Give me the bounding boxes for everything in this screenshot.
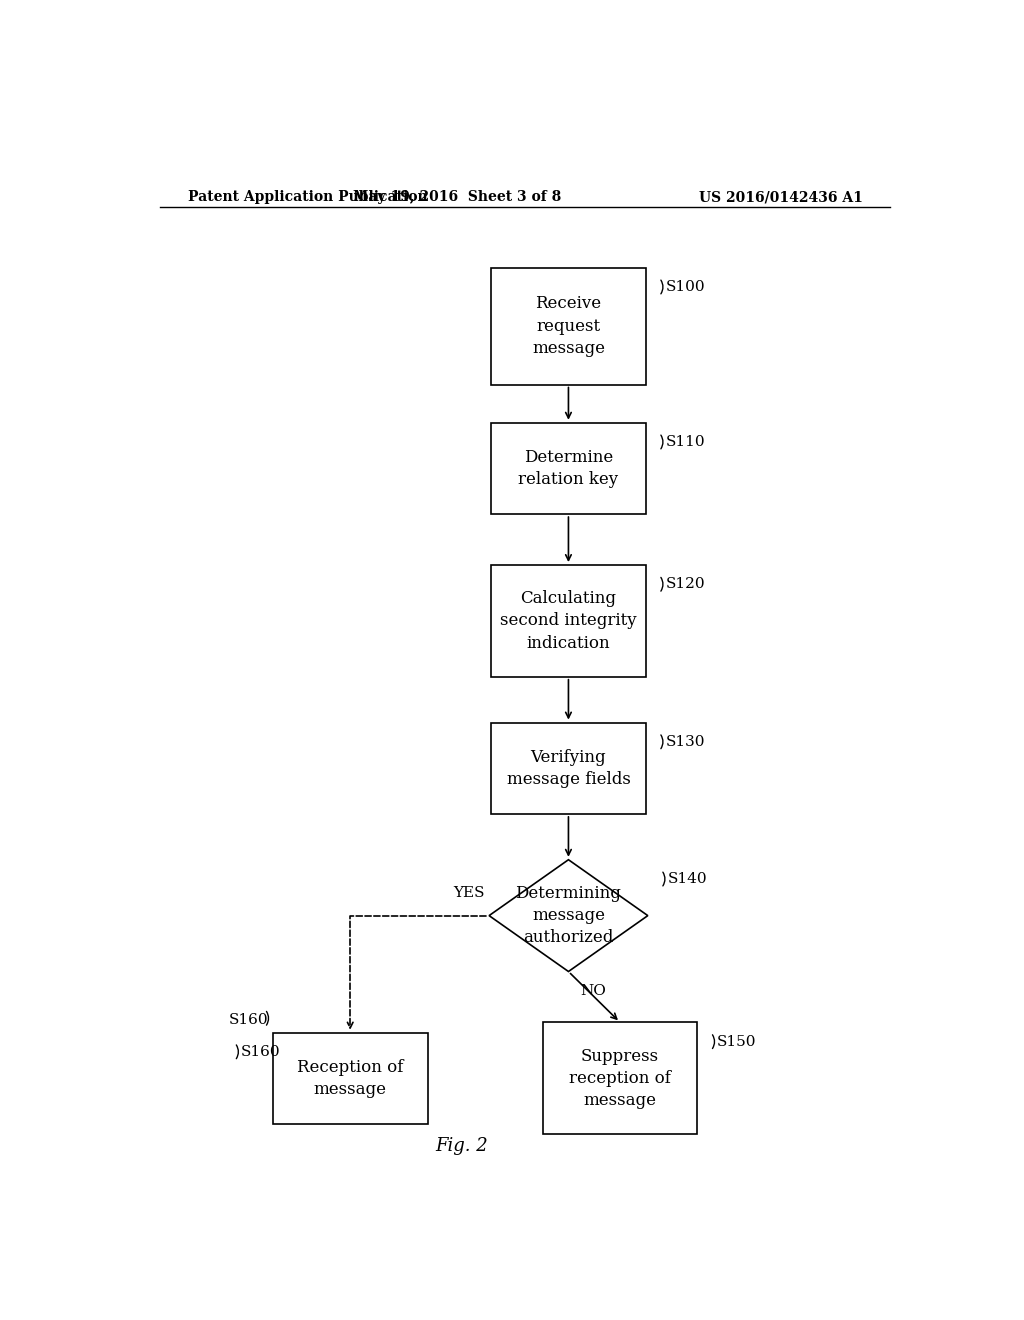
Text: S110: S110 xyxy=(666,436,706,449)
Text: Determine
relation key: Determine relation key xyxy=(518,449,618,488)
Text: Verifying
message fields: Verifying message fields xyxy=(507,748,631,788)
Text: Calculating
second integrity
indication: Calculating second integrity indication xyxy=(500,590,637,652)
Bar xyxy=(492,422,646,515)
Text: Suppress
reception of
message: Suppress reception of message xyxy=(569,1048,671,1109)
Bar xyxy=(492,722,646,814)
Polygon shape xyxy=(489,859,648,972)
Text: S120: S120 xyxy=(666,577,706,591)
Text: May 19, 2016  Sheet 3 of 8: May 19, 2016 Sheet 3 of 8 xyxy=(353,190,561,205)
Text: S100: S100 xyxy=(666,280,706,294)
Text: S160: S160 xyxy=(229,1014,269,1027)
Text: Fig. 2: Fig. 2 xyxy=(435,1138,487,1155)
Text: Receive
request
message: Receive request message xyxy=(531,296,605,356)
Text: S150: S150 xyxy=(717,1035,757,1048)
Text: S130: S130 xyxy=(666,735,706,748)
Bar xyxy=(543,1022,697,1134)
Text: US 2016/0142436 A1: US 2016/0142436 A1 xyxy=(699,190,863,205)
Text: S160: S160 xyxy=(241,1045,281,1059)
Text: NO: NO xyxy=(581,983,606,998)
Text: Reception of
message: Reception of message xyxy=(297,1059,403,1098)
Bar xyxy=(492,268,646,384)
Bar xyxy=(492,565,646,677)
Text: Determining
message
authorized: Determining message authorized xyxy=(515,884,622,946)
Text: S140: S140 xyxy=(668,873,708,886)
Text: YES: YES xyxy=(454,886,485,900)
Bar xyxy=(272,1032,428,1125)
Text: Patent Application Publication: Patent Application Publication xyxy=(187,190,427,205)
